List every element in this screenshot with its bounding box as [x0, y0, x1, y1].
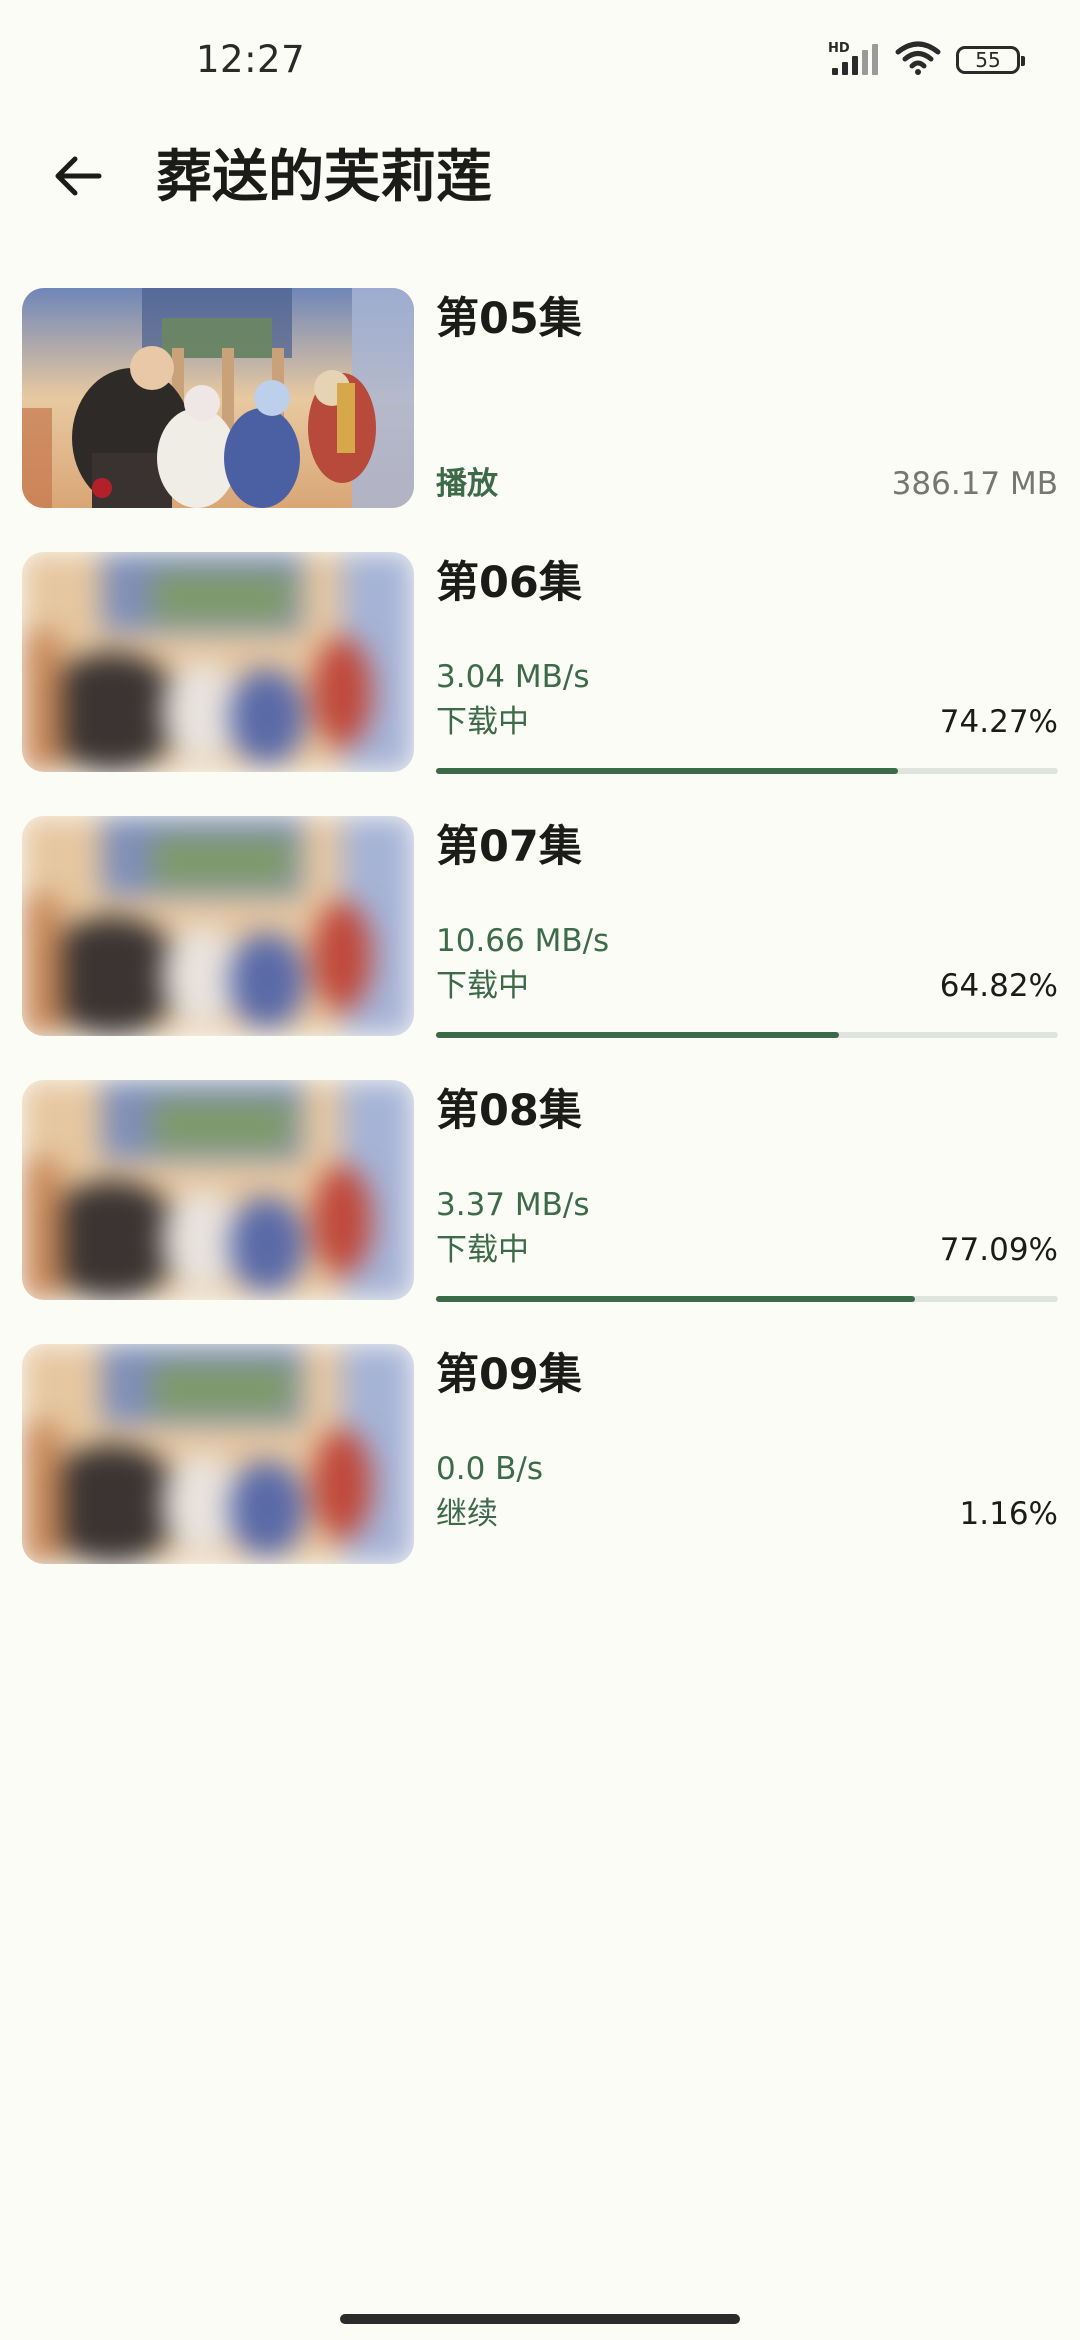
- resume-button[interactable]: 继续: [436, 1496, 498, 1532]
- download-progress-bar: [436, 1296, 1058, 1302]
- network-label: HD: [828, 41, 850, 56]
- progress-fill: [436, 1032, 840, 1038]
- download-status[interactable]: 下载中: [436, 968, 529, 1004]
- download-speed: 0.0 B/s: [436, 1451, 544, 1487]
- battery-level: 55: [975, 48, 1001, 72]
- episode-title: 第08集: [436, 1086, 582, 1136]
- top-app-bar: 葬送的芙莉莲: [0, 130, 1080, 226]
- episode-item-08[interactable]: 第08集 3.37 MB/s 下载中 77.09%: [22, 1080, 1058, 1302]
- download-progress-bar: [436, 768, 1058, 774]
- back-button[interactable]: [30, 146, 126, 210]
- page-title: 葬送的芙莉莲: [156, 145, 492, 210]
- status-bar: 12:27 HD 55: [0, 0, 1080, 120]
- battery-icon: 55: [956, 46, 1025, 74]
- download-percent: 74.27%: [939, 704, 1058, 740]
- episode-thumbnail: [22, 1344, 414, 1564]
- progress-fill: [436, 1296, 916, 1302]
- episode-item-07[interactable]: 第07集 10.66 MB/s 下载中 64.82%: [22, 816, 1058, 1038]
- episode-item-09[interactable]: 第09集 0.0 B/s 继续 1.16%: [22, 1344, 1058, 1566]
- download-status[interactable]: 下载中: [436, 704, 529, 740]
- download-speed: 10.66 MB/s: [436, 923, 610, 959]
- episode-item-06[interactable]: 第06集 3.04 MB/s 下载中 74.27%: [22, 552, 1058, 774]
- play-button[interactable]: 播放: [436, 466, 498, 502]
- episode-title: 第05集: [436, 294, 582, 344]
- status-icons: HD 55: [828, 40, 1025, 80]
- progress-fill: [436, 768, 898, 774]
- gesture-nav-bar[interactable]: [340, 2314, 740, 2324]
- clock: 12:27: [196, 38, 306, 81]
- episode-item-05[interactable]: 第05集 播放 386.17 MB: [22, 288, 1058, 510]
- episode-thumbnail: [22, 288, 414, 508]
- episode-thumbnail: [22, 816, 414, 1036]
- episode-thumbnail: [22, 552, 414, 772]
- episode-title: 第07集: [436, 822, 582, 872]
- download-status[interactable]: 下载中: [436, 1232, 529, 1268]
- download-speed: 3.37 MB/s: [436, 1187, 590, 1223]
- wifi-icon: [894, 40, 942, 80]
- file-size: 386.17 MB: [891, 466, 1058, 502]
- arrow-back-icon: [53, 154, 103, 202]
- download-speed: 3.04 MB/s: [436, 659, 590, 695]
- episode-title: 第09集: [436, 1350, 582, 1400]
- download-percent: 1.16%: [959, 1496, 1058, 1532]
- episode-title: 第06集: [436, 558, 582, 608]
- signal-icon: HD: [828, 40, 880, 80]
- episode-thumbnail: [22, 1080, 414, 1300]
- download-progress-bar: [436, 1032, 1058, 1038]
- download-percent: 64.82%: [939, 968, 1058, 1004]
- download-percent: 77.09%: [939, 1232, 1058, 1268]
